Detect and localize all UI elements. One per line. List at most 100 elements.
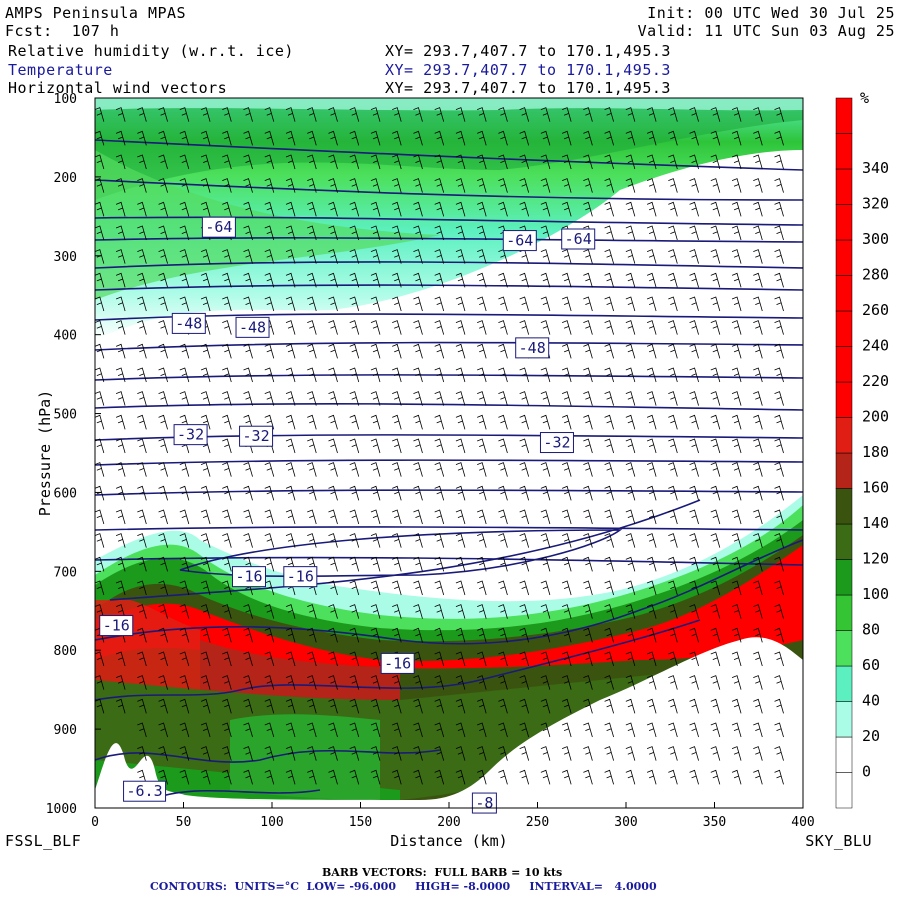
wind-barb bbox=[179, 154, 190, 170]
wind-barb bbox=[307, 698, 317, 714]
wind-barb bbox=[413, 320, 423, 335]
wind-barb bbox=[540, 201, 551, 217]
init-time: Init: 00 UTC Wed 30 Jul 25 bbox=[647, 4, 895, 22]
wind-barb bbox=[370, 698, 381, 714]
wind-barb bbox=[307, 533, 317, 548]
wind-barb bbox=[455, 698, 466, 714]
wind-barb bbox=[95, 154, 105, 170]
wind-barb bbox=[158, 485, 168, 501]
wind-barb bbox=[200, 367, 211, 383]
wind-barb bbox=[222, 580, 232, 596]
wind-barb bbox=[561, 367, 572, 383]
wind-barb bbox=[455, 296, 466, 312]
wind-barb bbox=[583, 154, 593, 170]
wind-barb bbox=[158, 533, 168, 548]
wind-barb bbox=[307, 627, 317, 643]
wind-barb bbox=[95, 130, 105, 146]
wind-barb bbox=[519, 391, 530, 406]
wind-barb bbox=[540, 225, 551, 241]
wind-barb bbox=[370, 391, 381, 406]
wind-barb bbox=[179, 296, 190, 312]
wind-barb bbox=[689, 509, 699, 525]
wind-barb bbox=[731, 722, 742, 738]
wind-barb bbox=[625, 178, 636, 193]
wind-barb bbox=[200, 556, 211, 572]
wind-barb bbox=[158, 154, 168, 170]
wind-barb bbox=[307, 272, 317, 288]
wind-barb bbox=[519, 509, 530, 525]
y-axis: 100 200 300 400 500 600 700 800 900 1000 bbox=[46, 92, 101, 817]
wind-barb bbox=[455, 391, 466, 406]
wind-barb bbox=[222, 249, 232, 264]
wind-barb bbox=[285, 651, 296, 667]
colorbar-tick-label: 180 bbox=[862, 443, 889, 461]
wind-barb bbox=[307, 343, 317, 359]
wind-barb bbox=[625, 249, 636, 264]
wind-barb bbox=[583, 556, 593, 572]
colorbar-cell bbox=[835, 168, 853, 205]
wind-barb bbox=[731, 533, 742, 548]
wind-barb bbox=[455, 769, 466, 785]
wind-barb bbox=[498, 485, 508, 501]
wind-barb bbox=[710, 769, 721, 785]
wind-barb bbox=[434, 107, 445, 122]
wind-barb bbox=[710, 272, 721, 288]
wind-barb bbox=[200, 509, 211, 525]
wind-barb bbox=[519, 675, 530, 690]
wind-barb bbox=[540, 580, 551, 596]
wind-barb bbox=[137, 438, 147, 454]
wind-barb bbox=[200, 130, 211, 146]
wind-barb bbox=[561, 107, 572, 122]
wind-barb bbox=[222, 485, 232, 501]
wind-barb bbox=[285, 296, 296, 312]
wind-barb bbox=[583, 485, 593, 501]
wind-barb bbox=[646, 675, 657, 690]
wind-barb bbox=[137, 343, 147, 359]
wind-barb bbox=[604, 627, 614, 643]
wind-barb bbox=[604, 130, 614, 146]
wind-barb bbox=[689, 414, 699, 430]
wind-barb bbox=[731, 627, 742, 643]
wind-barb bbox=[95, 509, 105, 525]
wind-barb bbox=[455, 746, 466, 761]
wind-barb bbox=[646, 746, 657, 761]
wind-barb bbox=[349, 178, 360, 193]
wind-barb bbox=[646, 130, 657, 146]
wind-barb bbox=[179, 533, 190, 548]
wind-barb bbox=[646, 178, 657, 193]
wind-barb bbox=[774, 367, 784, 383]
wind-barb bbox=[625, 201, 636, 217]
colorbar-tick-label: 100 bbox=[862, 585, 889, 603]
contour-label-box bbox=[173, 424, 208, 446]
wind-barb bbox=[455, 580, 466, 596]
wind-barb bbox=[434, 225, 445, 241]
wind-barb bbox=[434, 533, 445, 548]
wind-barb bbox=[710, 107, 721, 122]
wind-barb bbox=[561, 722, 572, 738]
wind-barb bbox=[668, 604, 678, 619]
wind-barb bbox=[710, 201, 721, 217]
contour-label-box bbox=[380, 652, 415, 674]
wind-barb bbox=[349, 154, 360, 170]
wind-barb bbox=[158, 769, 168, 785]
wind-barb bbox=[222, 698, 232, 714]
wind-barb bbox=[328, 225, 338, 241]
wind-barb bbox=[540, 746, 551, 761]
wind-barb bbox=[349, 769, 360, 785]
wind-barb bbox=[455, 722, 466, 738]
wind-barb bbox=[519, 107, 530, 122]
wind-barb bbox=[392, 485, 402, 501]
wind-barb bbox=[349, 675, 360, 690]
wind-barb bbox=[115, 580, 126, 596]
wind-barb bbox=[774, 604, 784, 619]
wind-barb bbox=[222, 556, 232, 572]
wind-barb bbox=[413, 201, 423, 217]
wind-barb bbox=[349, 130, 360, 146]
wind-barb bbox=[710, 154, 721, 170]
wind-barb bbox=[455, 225, 466, 241]
wind-barb bbox=[222, 107, 232, 122]
wind-barb bbox=[243, 462, 253, 477]
wind-barb bbox=[158, 509, 168, 525]
wind-barb bbox=[583, 296, 593, 312]
wind-barb bbox=[731, 580, 742, 596]
